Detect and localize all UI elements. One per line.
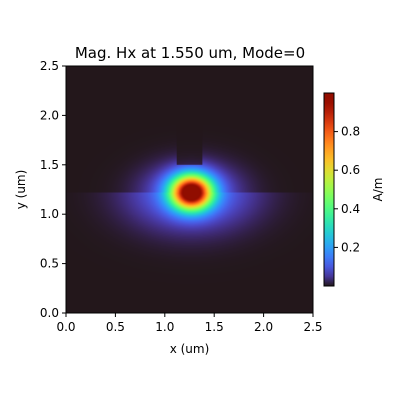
y-tick-label: 0.5 (40, 257, 59, 271)
x-tick-label: 2.5 (303, 320, 322, 334)
x-tick-label: 1.0 (155, 320, 174, 334)
heatmap-image (66, 66, 313, 313)
y-tick-label: 2.0 (40, 108, 59, 122)
x-axis-ticks: 0.0 0.5 1.0 1.5 2.0 2.5 (56, 313, 323, 334)
plot-area (65, 65, 314, 314)
colorbar-gradient (323, 92, 335, 287)
y-tick-label: 0.0 (40, 306, 59, 320)
y-tick-label: 1.5 (40, 158, 59, 172)
x-tick-label: 1.5 (205, 320, 224, 334)
colorbar-ticks: 0.2 0.4 0.6 0.8 (334, 125, 360, 254)
x-axis-label: x (um) (170, 342, 210, 356)
colorbar-label: A/m (371, 178, 385, 202)
colorbar-tick-label: 0.8 (341, 125, 360, 139)
x-tick-label: 2.0 (254, 320, 273, 334)
colorbar: 0.2 0.4 0.6 0.8 A/m (323, 92, 385, 287)
y-axis-ticks: 0.0 0.5 1.0 1.5 2.0 2.5 (40, 59, 66, 320)
colorbar-tick-label: 0.2 (341, 240, 360, 254)
chart-title: Mag. Hx at 1.550 um, Mode=0 (75, 44, 305, 62)
x-tick-label: 0.0 (56, 320, 75, 334)
colorbar-tick-label: 0.4 (341, 202, 360, 216)
y-axis-label: y (um) (14, 170, 28, 210)
plot-frame (65, 65, 314, 314)
y-tick-label: 1.0 (40, 207, 59, 221)
colorbar-tick-label: 0.6 (341, 163, 360, 177)
x-tick-label: 0.5 (106, 320, 125, 334)
y-tick-label: 2.5 (40, 59, 59, 73)
